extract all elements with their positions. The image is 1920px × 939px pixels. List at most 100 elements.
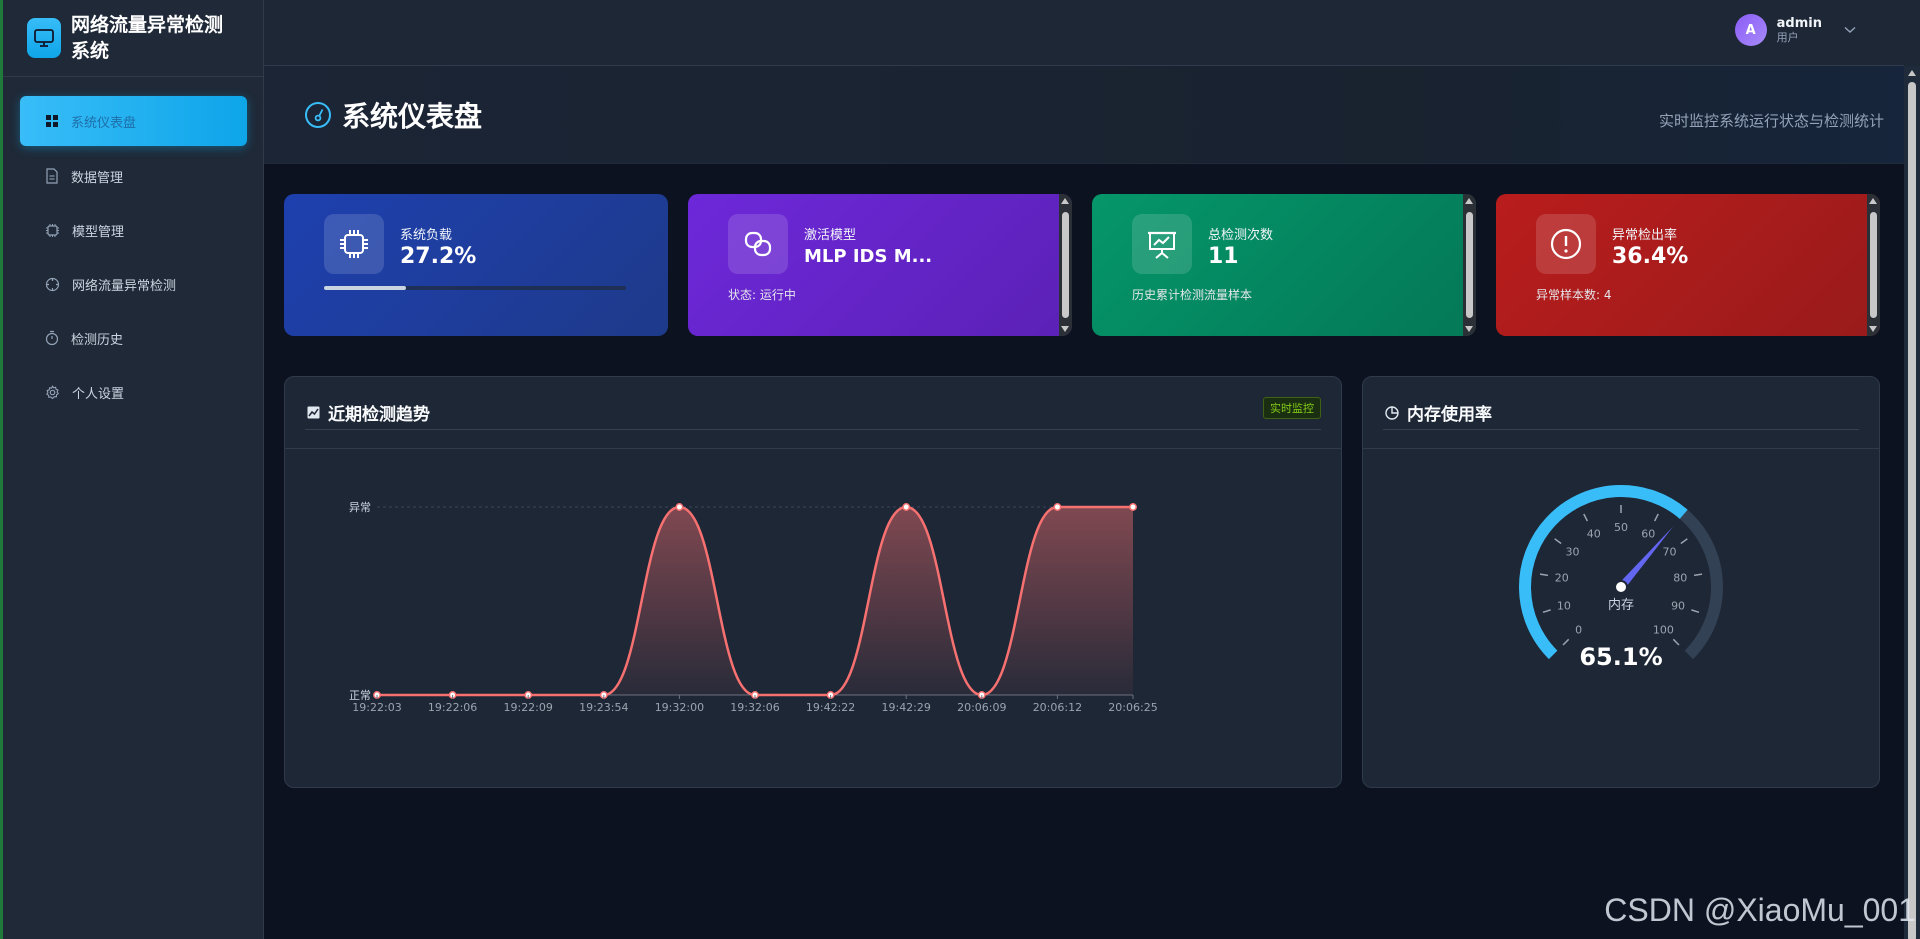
trend-panel: 近期检测趋势 实时监控 正常 异常 19:22:03 19:22:06 19:22:09… — [284, 376, 1342, 788]
document-icon — [46, 168, 58, 184]
chevron-down-icon[interactable] — [1844, 26, 1856, 34]
load-progress-fill — [324, 286, 407, 290]
memory-title: 内存使用率 — [1407, 405, 1492, 425]
sidebar-item-history[interactable]: 检测历史 — [20, 314, 247, 362]
sidebar-item-label: 个人设置 — [72, 386, 125, 402]
data-point — [902, 503, 911, 511]
stat-label: 总检测次数 — [1208, 228, 1274, 243]
realtime-badge: 实时监控 — [1263, 397, 1321, 419]
stat-value: 11 — [1208, 244, 1239, 269]
data-point — [675, 503, 684, 511]
gauge-tick-label: 50 — [1614, 521, 1628, 534]
scroll-top-area — [1904, 0, 1920, 66]
sidebar-item-dashboard[interactable]: 系统仪表盘 — [20, 96, 247, 146]
stat-value: 36.4% — [1612, 244, 1689, 269]
x-tick-label: 20:06:12 — [1033, 701, 1082, 714]
cpu-icon — [324, 214, 384, 274]
gauge-tick — [1554, 538, 1562, 545]
memory-panel-header: 内存使用率 — [1363, 377, 1879, 449]
x-tick-label: 20:06:09 — [957, 701, 1006, 714]
monitor-logo-icon — [27, 18, 61, 58]
page-title: 系统仪表盘 — [342, 99, 483, 133]
card-scrollbar[interactable] — [1867, 194, 1880, 336]
x-tick-label: 19:23:54 — [579, 701, 628, 714]
stat-label: 异常检出率 — [1612, 228, 1678, 243]
x-tick-label: 19:22:03 — [352, 701, 401, 714]
user-menu[interactable]: A admin 用户 — [1734, 14, 1856, 46]
gauge-pointer — [1617, 526, 1674, 590]
watermark: CSDN @XiaoMu_001 — [1604, 892, 1916, 928]
x-tick-label: 19:42:22 — [806, 701, 855, 714]
stat-sub: 历史累计检测流量样本 — [1132, 288, 1253, 302]
chip-icon — [46, 223, 59, 237]
gauge-hub — [1614, 580, 1628, 594]
topbar: A admin 用户 — [264, 0, 1904, 66]
sidebar-item-label: 数据管理 — [71, 170, 124, 186]
x-tick-label: 20:06:25 — [1108, 701, 1157, 714]
stat-label: 系统负载 — [400, 228, 453, 243]
stat-value: 27.2% — [400, 244, 477, 269]
grid-icon — [46, 115, 58, 127]
crosshair-icon — [45, 277, 60, 291]
stat-card-anomaly-rate: 异常检出率 36.4% 异常样本数: 4 — [1496, 194, 1880, 336]
trend-chart: 正常 异常 19:22:03 19:22:06 19:22:09 19:23:54 19:3… — [349, 501, 1158, 714]
data-point — [1129, 503, 1137, 511]
gauge-tick-label: 80 — [1673, 572, 1687, 585]
gauge-tick — [1539, 573, 1549, 577]
gauge-name: 内存 — [1608, 597, 1634, 613]
stat-card-total-detections: 总检测次数 11 历史累计检测流量样本 — [1092, 194, 1476, 336]
y-tick-label: 异常 — [349, 501, 371, 514]
user-role: 用户 — [1776, 31, 1799, 44]
stopwatch-icon — [45, 330, 59, 346]
trend-title: 近期检测趋势 — [328, 405, 430, 425]
data-point — [1053, 503, 1062, 511]
sidebar-item-detection[interactable]: 网络流量异常检测 — [20, 260, 247, 308]
main-content: 系统仪表盘 实时监控系统运行状态与检测统计 系统负载 27.2% 激活模型 ML… — [264, 66, 1904, 939]
stat-sub: 状态: 运行中 — [728, 288, 796, 302]
x-tick-label: 19:32:06 — [730, 701, 779, 714]
gauge-tick-label: 70 — [1663, 546, 1677, 559]
series-area — [377, 507, 1133, 695]
x-tick-label: 19:22:06 — [428, 701, 477, 714]
stat-value: MLP IDS M... — [804, 246, 933, 267]
gauge-tick — [1653, 513, 1659, 522]
load-progress-bar — [324, 286, 626, 290]
gauge-tick — [1542, 609, 1551, 614]
sidebar-item-label: 检测历史 — [71, 332, 124, 348]
gauge-tick-label: 60 — [1641, 528, 1655, 541]
card-scrollbar[interactable] — [1463, 194, 1476, 336]
line-chart-icon — [307, 406, 320, 419]
page-scrollbar[interactable] — [1904, 66, 1920, 939]
page-header: 系统仪表盘 实时监控系统运行状态与检测统计 — [264, 66, 1904, 164]
brand-title: 网络流量异常检测系统 — [71, 14, 224, 62]
pie-chart-icon — [1385, 405, 1399, 420]
presentation-chart-icon — [1132, 214, 1192, 274]
y-tick-label: 正常 — [349, 689, 371, 702]
trend-panel-header: 近期检测趋势 实时监控 — [285, 377, 1341, 449]
user-name: admin — [1776, 16, 1822, 31]
link-icon — [728, 214, 788, 274]
stat-card-active-model: 激活模型 MLP IDS M... 状态: 运行中 — [688, 194, 1072, 336]
sidebar-item-settings[interactable]: 个人设置 — [20, 368, 247, 416]
sidebar-item-models[interactable]: 模型管理 — [20, 206, 247, 254]
card-scrollbar[interactable] — [1059, 194, 1072, 336]
gauge-tick-label: 30 — [1565, 546, 1579, 559]
sidebar-item-label: 系统仪表盘 — [71, 115, 137, 131]
speedometer-icon — [305, 101, 331, 128]
sidebar-item-label: 模型管理 — [72, 224, 125, 240]
gear-icon — [46, 384, 60, 399]
stat-label: 激活模型 — [804, 228, 857, 243]
gauge-fill — [1519, 485, 1688, 660]
sidebar-item-data[interactable]: 数据管理 — [20, 152, 247, 200]
gauge-tick-label: 10 — [1557, 600, 1571, 613]
gauge-tick-label: 40 — [1587, 528, 1601, 541]
brand: 网络流量异常检测系统 — [3, 0, 263, 77]
avatar[interactable]: A — [1734, 14, 1767, 46]
gauge-value: 65.1% — [1579, 643, 1662, 671]
gauge-tick — [1693, 573, 1703, 577]
gauge-tick — [1691, 609, 1700, 614]
gauge-tick — [1672, 638, 1680, 646]
page-subtitle: 实时监控系统运行状态与检测统计 — [1658, 112, 1884, 130]
sidebar-item-label: 网络流量异常检测 — [72, 278, 177, 294]
